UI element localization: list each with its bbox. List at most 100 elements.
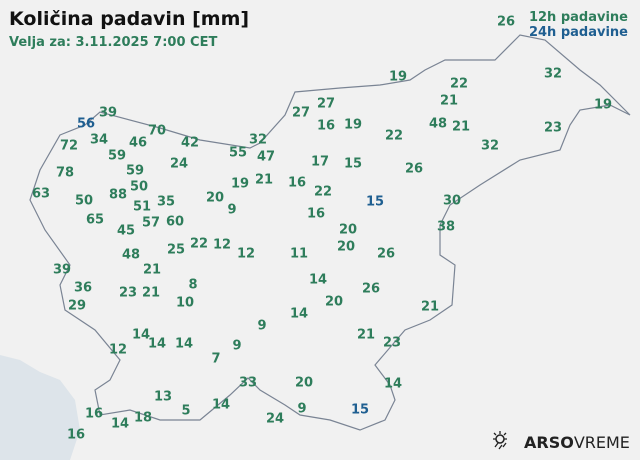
station-value[interactable]: 72 [59,138,79,154]
station-value[interactable]: 16 [84,406,104,422]
station-value[interactable]: 32 [480,138,500,154]
station-value[interactable]: 19 [388,69,408,85]
station-value[interactable]: 32 [248,132,268,148]
station-value[interactable]: 70 [147,123,167,139]
station-value[interactable]: 33 [238,375,258,391]
station-value[interactable]: 22 [313,184,333,200]
station-value[interactable]: 65 [85,212,105,228]
arso-logo[interactable]: ARSOVREME [490,430,630,454]
station-value[interactable]: 29 [67,298,87,314]
station-value[interactable]: 15 [343,156,363,172]
station-value[interactable]: 20 [336,239,356,255]
station-value[interactable]: 15 [365,194,385,210]
station-value[interactable]: 42 [180,135,200,151]
station-value[interactable]: 50 [129,179,149,195]
station-value[interactable]: 12 [236,246,256,262]
station-value[interactable]: 14 [383,376,403,392]
station-value[interactable]: 26 [361,281,381,297]
station-value[interactable]: 14 [147,336,167,352]
station-value[interactable]: 27 [291,105,311,121]
station-value[interactable]: 21 [420,299,440,315]
station-value[interactable]: 50 [74,193,94,209]
station-value[interactable]: 19 [593,97,613,113]
station-value[interactable]: 8 [188,277,198,293]
station-value[interactable]: 9 [257,318,267,334]
legend: 12h padavine 24h padavine [529,10,628,40]
station-value[interactable]: 21 [356,327,376,343]
station-value[interactable]: 35 [156,194,176,210]
station-value[interactable]: 23 [118,285,138,301]
station-value[interactable]: 16 [306,206,326,222]
station-value[interactable]: 24 [169,156,189,172]
station-value[interactable]: 39 [52,262,72,278]
station-value[interactable]: 59 [125,163,145,179]
station-value[interactable]: 78 [55,165,75,181]
station-value[interactable]: 7 [211,351,221,367]
station-value[interactable]: 15 [350,402,370,418]
station-value[interactable]: 27 [316,96,336,112]
station-value[interactable]: 9 [297,401,307,417]
station-value[interactable]: 18 [133,410,153,426]
station-value[interactable]: 16 [66,427,86,443]
station-value[interactable]: 20 [294,375,314,391]
station-value[interactable]: 38 [436,219,456,235]
station-value[interactable]: 26 [404,161,424,177]
station-value[interactable]: 60 [165,214,185,230]
station-value[interactable]: 14 [211,397,231,413]
station-value[interactable]: 19 [343,117,363,133]
station-value[interactable]: 21 [439,93,459,109]
station-value[interactable]: 16 [287,175,307,191]
station-value[interactable]: 39 [98,105,118,121]
station-value[interactable]: 14 [174,336,194,352]
station-value[interactable]: 23 [543,120,563,136]
station-value[interactable]: 46 [128,135,148,151]
station-value[interactable]: 45 [116,223,136,239]
station-value[interactable]: 56 [76,116,96,132]
station-value[interactable]: 55 [228,145,248,161]
station-value[interactable]: 22 [189,236,209,252]
station-value[interactable]: 47 [256,149,276,165]
station-value[interactable]: 14 [131,327,151,343]
station-value[interactable]: 22 [449,76,469,92]
station-value[interactable]: 36 [73,280,93,296]
station-value[interactable]: 21 [451,119,471,135]
station-value[interactable]: 20 [205,190,225,206]
station-value[interactable]: 9 [227,202,237,218]
station-value[interactable]: 25 [166,242,186,258]
station-value[interactable]: 48 [121,247,141,263]
station-value[interactable]: 63 [31,186,51,202]
station-value[interactable]: 51 [132,199,152,215]
station-value[interactable]: 59 [107,148,127,164]
station-value[interactable]: 14 [110,416,130,432]
station-value[interactable]: 20 [338,222,358,238]
station-value[interactable]: 21 [254,172,274,188]
station-value[interactable]: 57 [141,215,161,231]
station-value[interactable]: 26 [496,14,516,30]
station-value[interactable]: 19 [230,176,250,192]
station-value[interactable]: 9 [232,338,242,354]
station-value[interactable]: 11 [289,246,309,262]
station-value[interactable]: 16 [316,118,336,134]
station-value[interactable]: 14 [289,306,309,322]
station-value[interactable]: 12 [212,237,232,253]
station-value[interactable]: 21 [142,262,162,278]
station-value[interactable]: 12 [108,342,128,358]
station-value[interactable]: 14 [308,272,328,288]
station-value[interactable]: 32 [543,66,563,82]
station-value[interactable]: 21 [141,285,161,301]
station-value[interactable]: 20 [324,294,344,310]
station-value[interactable]: 48 [428,116,448,132]
station-value[interactable]: 22 [384,128,404,144]
station-value[interactable]: 17 [310,154,330,170]
station-value[interactable]: 10 [175,295,195,311]
station-value[interactable]: 24 [265,411,285,427]
station-value[interactable]: 30 [442,193,462,209]
station-value[interactable]: 13 [153,389,173,405]
station-value[interactable]: 88 [108,187,128,203]
station-value[interactable]: 26 [376,246,396,262]
station-value[interactable]: 23 [382,335,402,351]
country-border [29,34,631,431]
station-value[interactable]: 5 [181,403,191,419]
station-value[interactable]: 34 [89,132,109,148]
